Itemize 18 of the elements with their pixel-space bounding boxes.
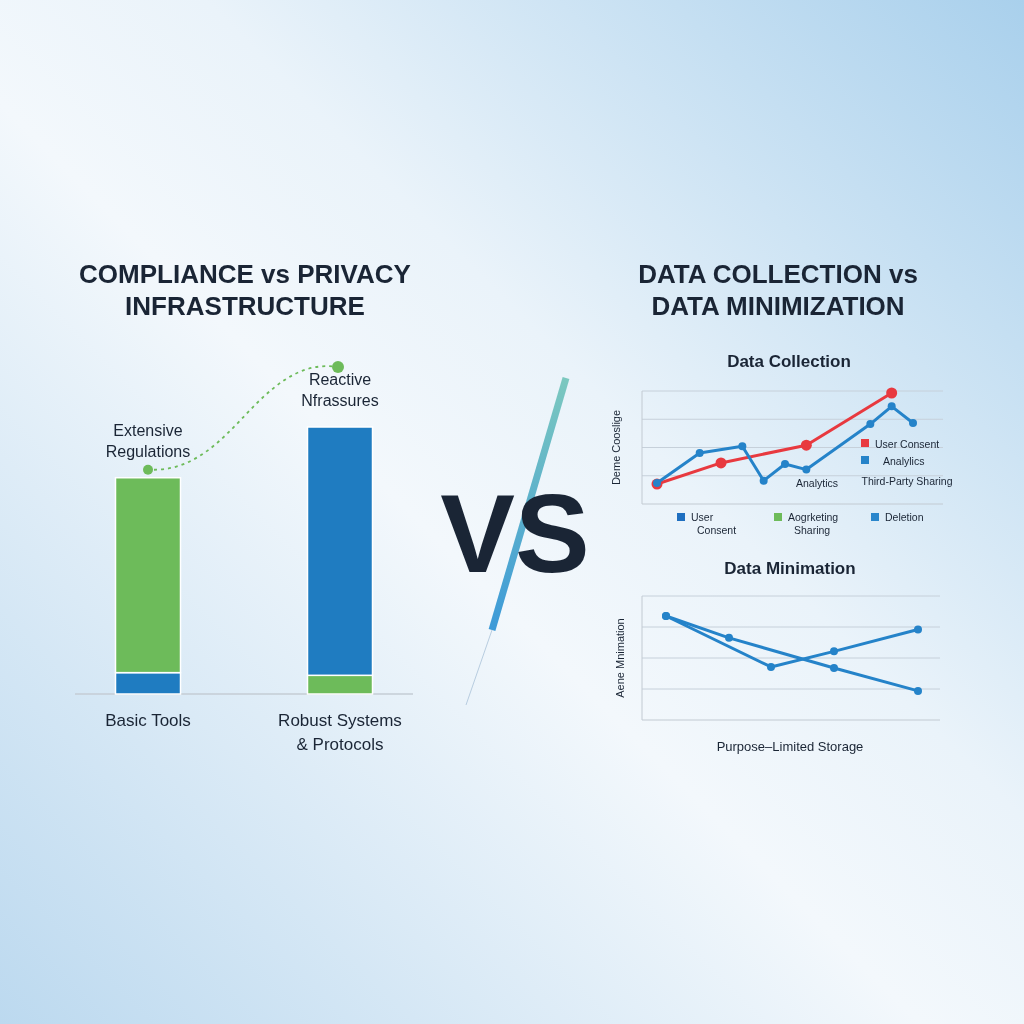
legend-label: Analylics: [883, 455, 925, 467]
y-axis-title: Deme Cooslige: [610, 409, 622, 486]
legend-label: User Consent: [691, 511, 737, 536]
text: Reactive Nfrassures: [301, 371, 379, 409]
chart-subtitle: Data Collection: [727, 352, 851, 371]
annotation: Third-Party Sharing: [861, 475, 953, 487]
chart-title: Data Minimation: [724, 559, 856, 578]
legend-label: User Consent: [875, 438, 940, 450]
legend-label: Deletion: [885, 511, 924, 523]
y-axis-title: Aene Mnimation: [614, 618, 626, 698]
x-axis-title: Purpose–Limited Storage: [716, 739, 864, 754]
annotation: Extensive Regulations: [105, 421, 191, 460]
chart-title: DATA COLLECTION vs DATA MINIMIZATION: [638, 259, 918, 321]
legend-label: Aogrketing Sharing: [788, 511, 839, 536]
x-tick-label: Basic Tools: [105, 711, 191, 730]
x-tick-label: Robust Systems & Protocols: [278, 711, 402, 754]
annotation: Analytics: [795, 477, 839, 489]
chart-title: COMPLIANCE vs PRIVACY INFRASTRUCTURE: [79, 259, 411, 321]
